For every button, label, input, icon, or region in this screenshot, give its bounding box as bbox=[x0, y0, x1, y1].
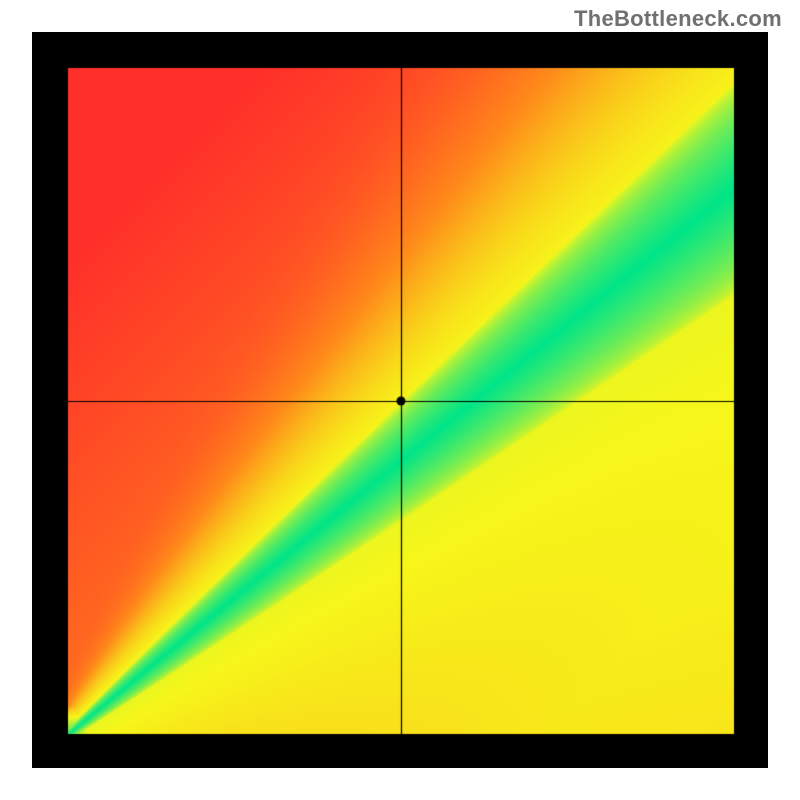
chart-container: TheBottleneck.com bbox=[0, 0, 800, 800]
heatmap-canvas bbox=[32, 32, 768, 768]
watermark-text: TheBottleneck.com bbox=[574, 6, 782, 32]
outer-frame bbox=[32, 32, 768, 768]
